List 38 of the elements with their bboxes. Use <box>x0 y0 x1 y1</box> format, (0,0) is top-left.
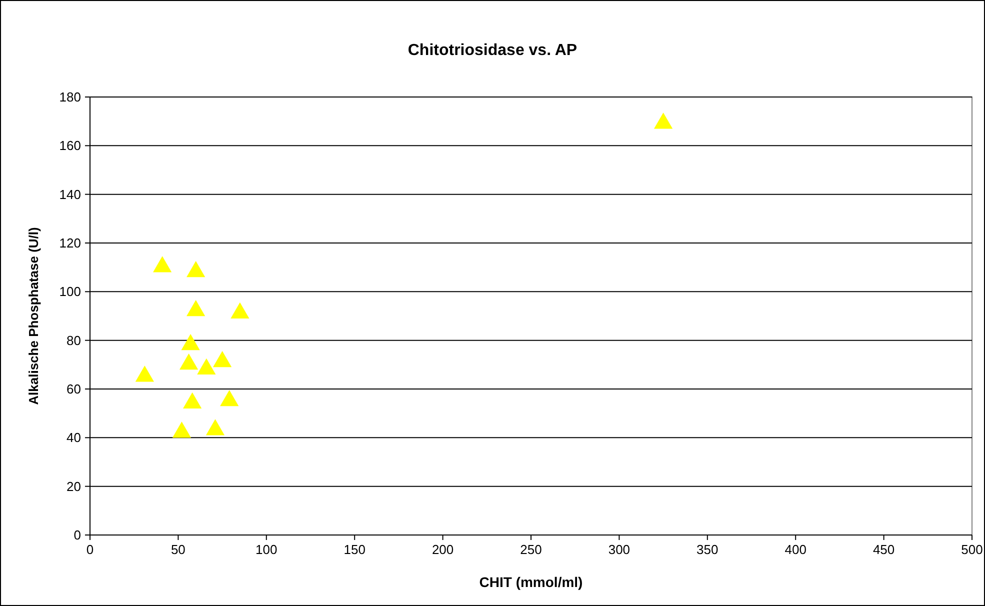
point <box>220 390 239 406</box>
y-tick-label: 160 <box>59 138 81 154</box>
x-tick-label: 150 <box>344 542 366 557</box>
y-tick-label: 120 <box>59 236 81 250</box>
x-tick-label: 400 <box>784 542 806 557</box>
point <box>181 334 200 350</box>
y-tick-label: 40 <box>66 430 81 446</box>
x-tick-label: 350 <box>696 542 718 557</box>
x-tick-label: 50 <box>170 542 186 557</box>
point <box>153 256 172 272</box>
x-tick-label: 100 <box>256 542 278 557</box>
point <box>179 353 198 370</box>
y-tick-label: 180 <box>59 90 81 104</box>
y-axis-title: Alkalische Phosphatase (U/l) <box>26 227 41 405</box>
point <box>183 392 202 409</box>
point <box>186 300 206 316</box>
x-tick-label: 0 <box>86 542 94 557</box>
y-tick-label: 60 <box>66 382 81 396</box>
point <box>212 351 232 368</box>
point <box>172 422 192 438</box>
x-tick-label: 500 <box>961 542 983 557</box>
y-tick-label: 80 <box>66 332 81 348</box>
point <box>654 112 673 129</box>
y-tick-label: 0 <box>74 528 81 542</box>
x-tick-label: 300 <box>608 542 630 557</box>
y-tick-label: 20 <box>66 478 81 494</box>
x-tick-label: 200 <box>432 542 454 557</box>
point <box>135 366 154 382</box>
point <box>186 261 206 278</box>
chart-title: Chitotriosidase vs. AP <box>408 42 578 59</box>
x-tick-label: 450 <box>872 542 895 557</box>
point <box>230 302 250 319</box>
point <box>206 419 225 436</box>
y-tick-label: 100 <box>59 284 81 300</box>
point <box>197 358 216 374</box>
x-tick-label: 250 <box>520 542 542 557</box>
y-tick-label: 140 <box>59 186 81 202</box>
x-axis-title: CHIT (mmol/ml) <box>479 574 583 590</box>
